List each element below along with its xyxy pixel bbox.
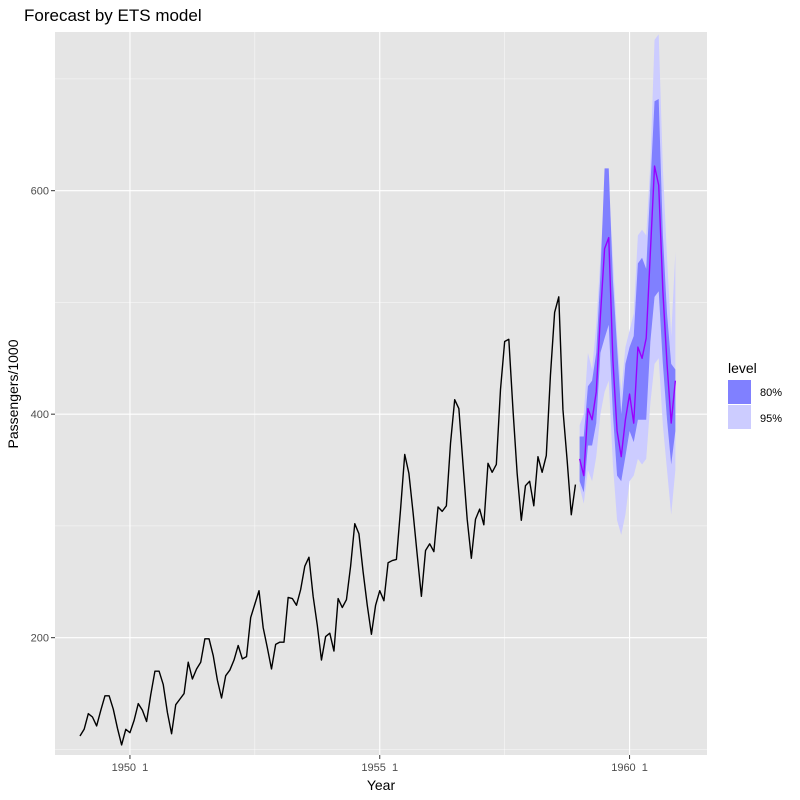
x-axis-title: Year	[367, 777, 396, 793]
legend-title: level	[728, 360, 757, 376]
y-axis: 200 400 600	[31, 186, 55, 645]
x-tick-label: 1960 1	[611, 762, 648, 774]
band-80-area	[579, 99, 676, 493]
history-layer	[79, 296, 577, 746]
legend: level 80% 95%	[728, 360, 782, 429]
band-95-layer	[579, 34, 676, 535]
legend-key-95	[728, 405, 751, 429]
legend-label-95: 95%	[760, 413, 782, 425]
x-tick-label: 1950 1	[112, 762, 149, 774]
legend-label-80: 80%	[760, 387, 782, 399]
y-tick-label: 400	[31, 409, 49, 421]
y-tick-label: 600	[31, 186, 49, 198]
band-80-layer	[579, 99, 676, 493]
grid-layer	[55, 32, 707, 755]
legend-key-80	[728, 380, 751, 404]
band-95-area	[579, 34, 676, 535]
y-tick-label: 200	[31, 633, 49, 645]
history-series-line	[79, 296, 577, 746]
x-axis: 1950 1 1955 1 1960 1	[112, 755, 648, 774]
plot-panel	[55, 32, 707, 755]
forecast-mean-line	[578, 165, 677, 477]
chart-title: Forecast by ETS model	[24, 6, 202, 25]
x-tick-label: 1955 1	[361, 762, 398, 774]
y-axis-title: Passengers/1000	[5, 339, 21, 448]
forecast-layer	[578, 165, 677, 477]
